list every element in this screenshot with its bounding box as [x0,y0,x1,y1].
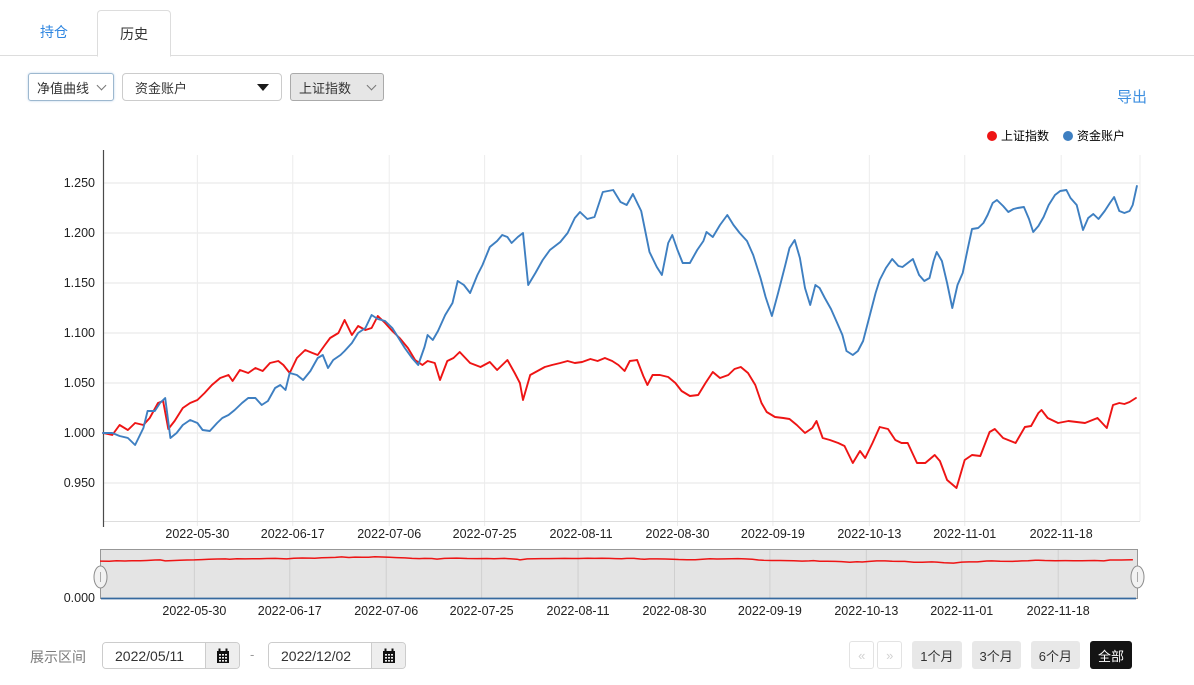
caret-down-icon [257,83,269,91]
navigator-tick-label: 2022-05-30 [162,604,226,618]
legend-item-sse: 上证指数 [986,127,1049,144]
navigator-tick-label: 2022-11-01 [930,604,993,618]
double-chevron-left-icon: « [858,647,866,663]
navigator-tick-label: 2022-07-25 [450,604,514,618]
page-prev-button[interactable]: « [849,641,875,669]
y-axis-tick-label: 1.250 [64,176,95,190]
navigator-tick-label: 2022-11-18 [1027,604,1090,618]
x-axis-tick-label: 2022-05-30 [165,527,229,541]
tab-bar: 持仓 历史 [0,0,1194,57]
calendar-icon [216,648,229,663]
date-range-separator: - [250,647,255,662]
net-value-chart: 1.250 1.200 1.150 1.100 1.050 1.000 0.950 2022-… [64,150,1141,541]
page-next-button[interactable]: » [877,641,903,669]
legend-label-account: 资金账户 [1076,129,1125,143]
navigator-zero-label: 0.000 [64,591,95,605]
navigator-tick-label: 2022-10-13 [834,604,898,618]
period-all-button[interactable]: 全部 [1089,641,1132,669]
range-navigator: 2022-05-30 2022-06-17 2022-07-06 2022-07-25… [64,549,1145,618]
chevron-down-icon [96,80,107,90]
export-link[interactable]: 导出 [1116,89,1147,106]
x-axis-tick-label: 2022-08-30 [646,527,710,541]
curve-type-select[interactable]: 净值曲线 [28,73,114,101]
y-axis-tick-label: 1.000 [64,426,95,440]
period-6m-button[interactable]: 6个月 [1030,641,1080,669]
tab-positions[interactable]: 持仓 [40,24,68,40]
sse-index-line [102,315,1137,489]
y-axis-tick-label: 1.100 [64,326,95,340]
period-buttons: « » 1个月 3个月 6个月 全部 [849,641,1132,669]
chevron-down-icon [366,80,377,90]
account-value-line [102,185,1138,446]
range-label: 展示区间 [30,649,86,665]
x-axis-tick-label: 2022-10-13 [837,527,901,541]
date-to-calendar-button[interactable] [371,643,405,668]
date-from-input[interactable] [103,643,205,668]
period-1m-button[interactable]: 1个月 [912,641,962,669]
date-from-calendar-button[interactable] [205,643,239,668]
legend-dot-account [1062,130,1073,141]
navigator-tick-label: 2022-08-30 [643,604,707,618]
account-select[interactable]: 资金账户 [122,73,282,101]
legend-item-account: 资金账户 [1062,127,1125,144]
y-axis-tick-label: 1.150 [64,276,95,290]
legend-dot-sse [986,130,997,141]
x-axis-tick-label: 2022-07-25 [453,527,517,541]
navigator-tick-label: 2022-06-17 [258,604,322,618]
legend-label-sse: 上证指数 [1000,129,1049,143]
date-to-group [268,642,406,669]
x-axis-tick-label: 2022-09-19 [741,527,805,541]
y-axis-tick-label: 1.200 [64,226,95,240]
benchmark-select-value: 上证指数 [299,80,352,96]
navigator-sse-line [99,556,1133,564]
curve-type-value: 净值曲线 [37,80,90,96]
navigator-tick-label: 2022-07-06 [354,604,418,618]
period-3m-button[interactable]: 3个月 [971,641,1021,669]
x-axis-tick-label: 2022-07-06 [357,527,421,541]
calendar-icon [382,648,395,663]
y-axis-tick-label: 0.950 [64,476,95,490]
date-from-group [102,642,240,669]
chart-legend: 上证指数 资金账户 [986,127,1125,144]
benchmark-select[interactable]: 上证指数 [290,73,384,101]
x-axis-tick-label: 2022-08-11 [550,527,613,541]
x-axis-tick-label: 2022-11-18 [1030,527,1093,541]
navigator-track[interactable] [100,549,1138,599]
tab-history[interactable]: 历史 [97,10,171,57]
account-select-value: 资金账户 [135,80,188,96]
tab-history-label: 历史 [120,25,148,42]
date-to-input[interactable] [269,643,371,668]
range-footer: 展示区间 - [0,641,1194,671]
navigator-tick-label: 2022-08-11 [547,604,610,618]
x-axis-tick-label: 2022-11-01 [933,527,996,541]
double-chevron-right-icon: » [886,647,894,663]
y-axis-tick-label: 1.050 [64,376,95,390]
chart-controls: 净值曲线 资金账户 上证指数 [28,73,384,101]
navigator-tick-label: 2022-09-19 [738,604,802,618]
x-axis-tick-label: 2022-06-17 [261,527,325,541]
